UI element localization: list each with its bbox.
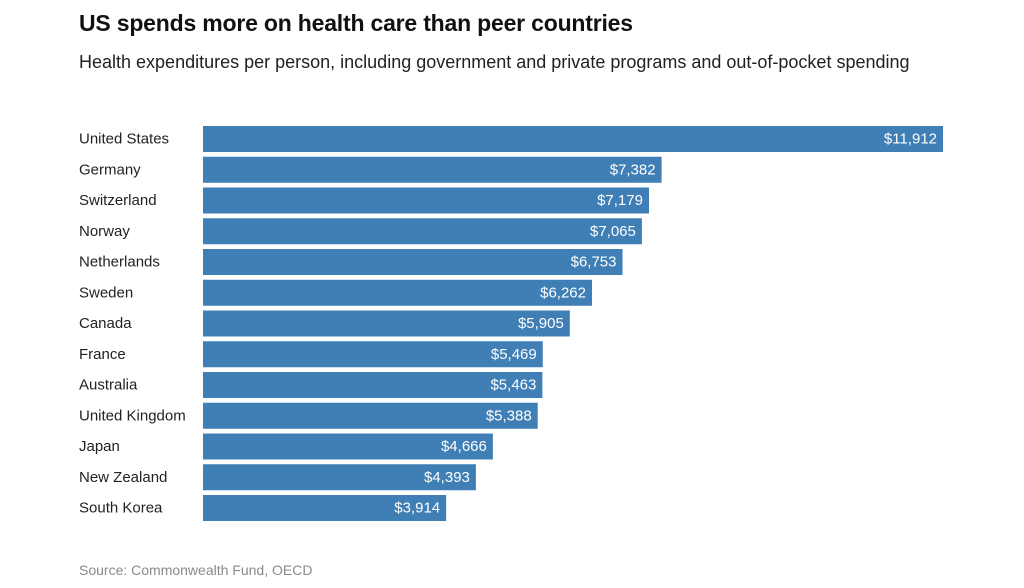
value-label-united-kingdom: $5,388 [486,407,532,424]
category-label-united-kingdom: United Kingdom [79,407,186,424]
bar-germany [203,156,662,183]
chart-title: US spends more on health care than peer … [79,10,633,36]
bar-united-states [203,126,943,152]
bar-united-kingdom [203,402,538,429]
bar-australia [203,372,543,398]
category-label-sweden: Sweden [79,284,133,301]
category-label-australia: Australia [79,377,138,394]
category-label-south-korea: South Korea [79,500,163,517]
category-label-germany: Germany [79,161,141,178]
bar-japan [203,433,493,460]
value-label-japan: $4,666 [441,438,487,455]
value-label-france: $5,469 [491,346,537,363]
category-label-switzerland: Switzerland [79,192,157,209]
category-label-netherlands: Netherlands [79,254,160,271]
value-label-canada: $5,905 [518,315,564,332]
category-label-norway: Norway [79,223,130,240]
bar-norway [203,218,642,245]
value-label-south-korea: $3,914 [394,500,440,517]
category-label-japan: Japan [79,438,120,455]
bar-france [203,341,543,368]
value-label-australia: $5,463 [490,377,536,394]
category-label-france: France [79,346,126,363]
category-label-canada: Canada [79,315,132,332]
category-label-united-states: United States [79,131,169,148]
bar-new-zealand [203,464,476,491]
bar-south-korea [203,495,447,521]
bar-switzerland [203,187,649,214]
category-label-new-zealand: New Zealand [79,469,167,486]
value-label-united-states: $11,912 [884,131,937,148]
value-label-netherlands: $6,753 [571,254,617,271]
bar-sweden [203,279,593,306]
bar-canada [203,310,570,337]
value-label-switzerland: $7,179 [597,192,643,209]
source-note: Source: Commonwealth Fund, OECD [79,562,313,578]
value-label-germany: $7,382 [610,161,656,178]
chart-subtitle: Health expenditures per person, includin… [79,52,910,72]
bar-netherlands [203,249,623,275]
value-label-new-zealand: $4,393 [424,469,470,486]
value-label-norway: $7,065 [590,223,636,240]
value-label-sweden: $6,262 [540,284,586,301]
